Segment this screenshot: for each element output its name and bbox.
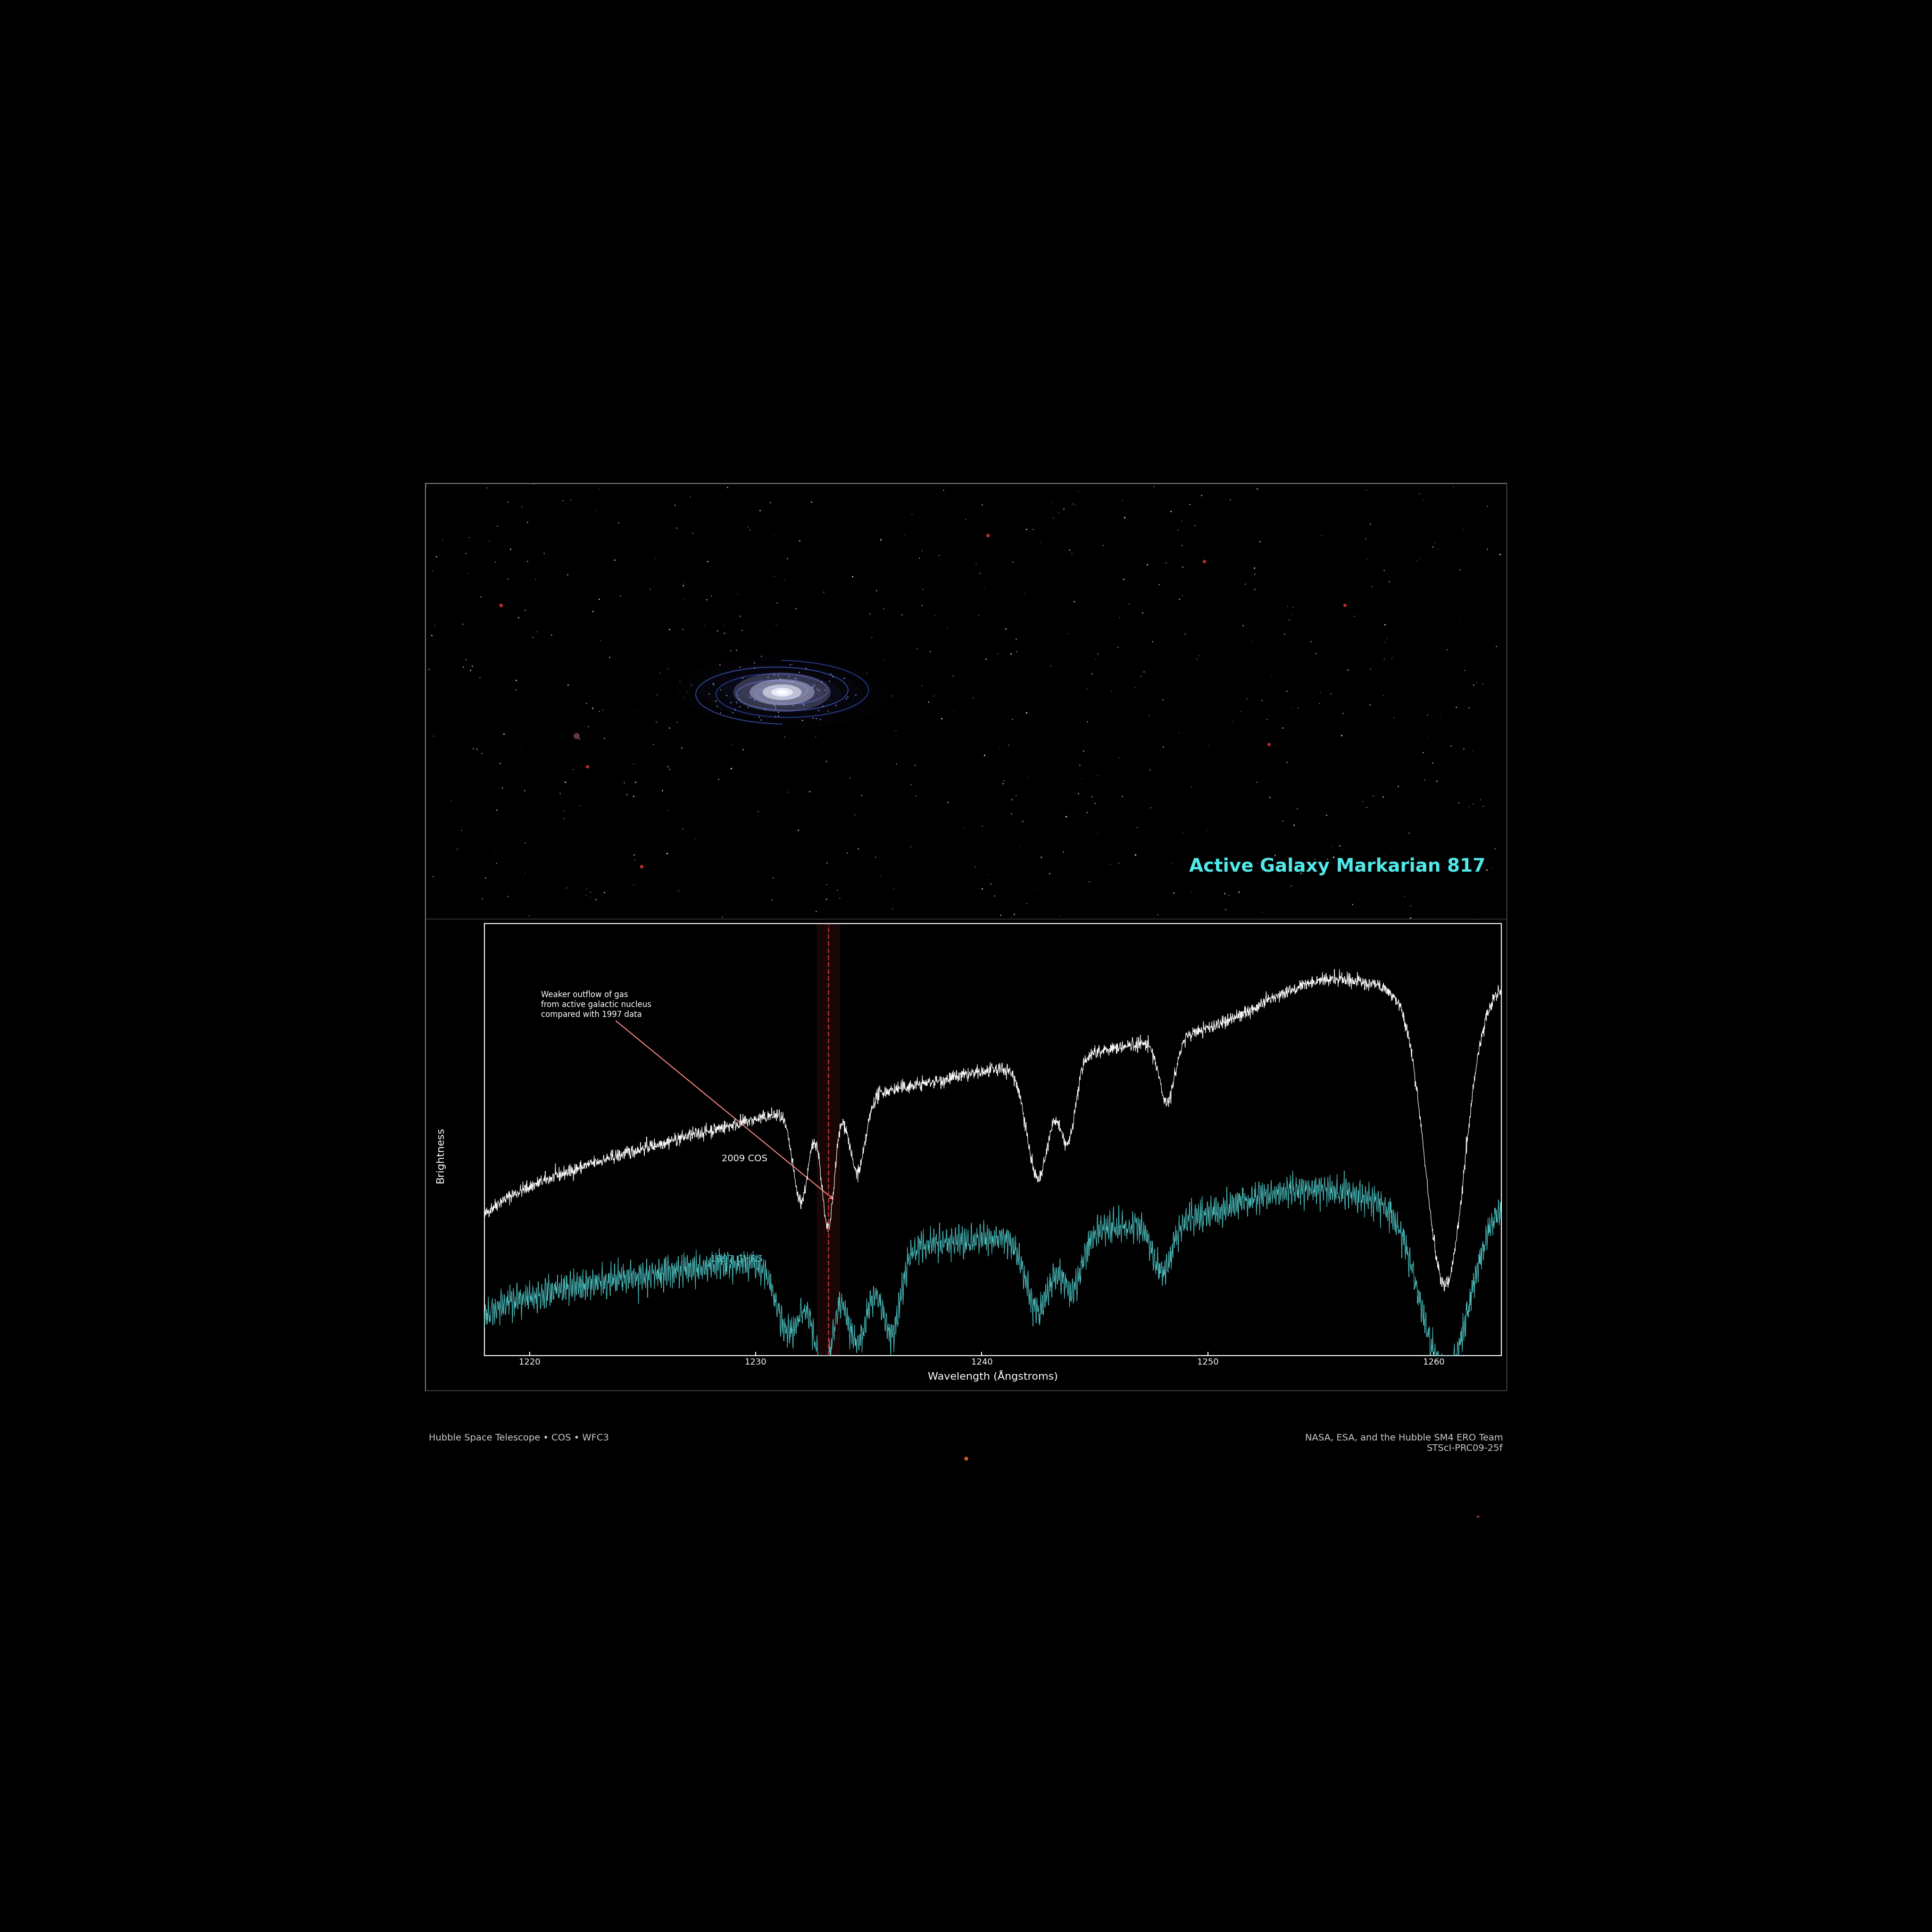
Circle shape xyxy=(734,672,831,711)
Ellipse shape xyxy=(740,678,823,707)
X-axis label: Wavelength (Ångstroms): Wavelength (Ångstroms) xyxy=(927,1370,1059,1381)
Text: Active Galaxy Markarian 817: Active Galaxy Markarian 817 xyxy=(1188,858,1486,875)
Circle shape xyxy=(750,680,815,705)
Circle shape xyxy=(771,688,792,697)
Circle shape xyxy=(763,684,802,699)
Ellipse shape xyxy=(676,657,889,728)
Circle shape xyxy=(777,690,788,694)
Text: NASA, ESA, and the Hubble SM4 ERO Team
STScI-PRC09-25f: NASA, ESA, and the Hubble SM4 ERO Team S… xyxy=(1306,1434,1503,1453)
Bar xyxy=(817,923,838,1356)
Ellipse shape xyxy=(699,665,864,721)
Text: 2009 COS: 2009 COS xyxy=(723,1153,767,1163)
Text: 1997 GHRS: 1997 GHRS xyxy=(711,1254,763,1264)
Text: Hubble Space Telescope • COS • WFC3: Hubble Space Telescope • COS • WFC3 xyxy=(429,1434,609,1443)
Ellipse shape xyxy=(723,672,840,713)
Text: Weaker outflow of gas
from active galactic nucleus
compared with 1997 data: Weaker outflow of gas from active galact… xyxy=(541,991,833,1200)
Text: Brightness: Brightness xyxy=(437,1126,444,1182)
